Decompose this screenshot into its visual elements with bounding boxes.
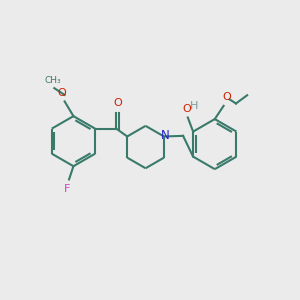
Text: F: F: [64, 184, 71, 194]
Text: O: O: [222, 92, 231, 102]
Text: H: H: [190, 101, 199, 111]
Text: O: O: [182, 103, 191, 114]
Text: O: O: [113, 98, 122, 108]
Text: N: N: [161, 129, 170, 142]
Text: CH₃: CH₃: [44, 76, 61, 85]
Text: O: O: [57, 88, 66, 98]
